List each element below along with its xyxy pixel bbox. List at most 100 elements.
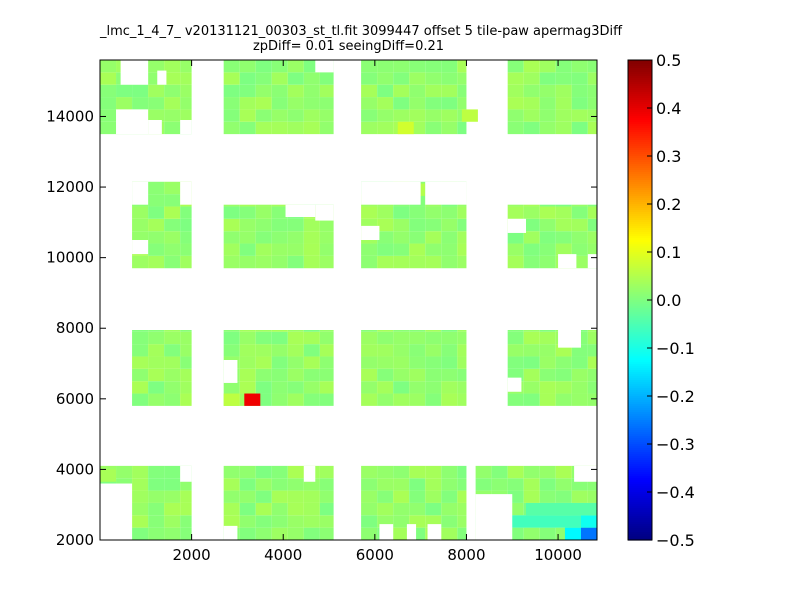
heatmap-cell (425, 60, 442, 73)
colorbar-segment (628, 68, 652, 71)
heatmap-cell (457, 478, 467, 491)
heatmap-cell (393, 60, 410, 73)
heatmap-cell (303, 121, 320, 135)
heatmap-cell (393, 356, 410, 369)
heatmap-cell (132, 331, 149, 345)
empty-region (574, 465, 597, 482)
colorbar-segment (628, 90, 652, 93)
colorbar-segment (628, 208, 652, 211)
heatmap-cell (587, 72, 597, 85)
heatmap-cell (555, 393, 572, 406)
empty-region (427, 524, 442, 540)
heatmap-cell (555, 121, 572, 135)
heatmap-cell (587, 478, 597, 491)
colorbar-segment (628, 162, 652, 165)
colorbar-segment (628, 386, 652, 389)
colorbar-segment (628, 166, 652, 169)
heatmap-cell (539, 204, 556, 207)
heatmap-cell (457, 97, 467, 110)
heatmap-cell (425, 243, 442, 256)
empty-region (180, 181, 192, 205)
colorbar-segment (628, 204, 652, 207)
heatmap-cell (441, 255, 458, 269)
colorbar-segment (628, 316, 652, 319)
heatmap-cell (393, 344, 410, 357)
heatmap-cell (287, 381, 304, 394)
heatmap-highlight-cell (564, 527, 581, 540)
heatmap-cell (100, 97, 117, 110)
heatmap-cell (457, 206, 467, 219)
heatmap-cell (361, 72, 378, 85)
heatmap-cell (441, 331, 458, 345)
colorbar-segment (628, 412, 652, 415)
colorbar-segment (628, 356, 652, 359)
heatmap-cell (539, 478, 556, 491)
heatmap-cell (555, 97, 572, 110)
colorbar-segment (628, 210, 652, 213)
heatmap-cell (164, 206, 181, 219)
heatmap-cell (239, 72, 256, 85)
colorbar-segment (628, 192, 652, 195)
colorbar-segment (628, 454, 652, 457)
heatmap-cell (571, 356, 588, 369)
colorbar-segment (628, 230, 652, 233)
heatmap-cell (425, 97, 442, 110)
colorbar-segment (628, 478, 652, 481)
heatmap-cell (523, 206, 540, 219)
colorbar-segment (628, 126, 652, 129)
heatmap-cell (409, 84, 426, 98)
colorbar-segment (628, 244, 652, 247)
heatmap-cell (361, 121, 378, 135)
heatmap-cell (409, 243, 426, 256)
heatmap-cell (223, 72, 240, 85)
heatmap-cell (555, 72, 572, 85)
x-axis: 2000 4000 6000 8000 10000 (173, 60, 582, 564)
heatmap-cell (587, 330, 597, 332)
colorbar-segment (628, 270, 652, 273)
chart-title-line-2: zpDiff= 0.01 seeingDiff=0.21 (252, 39, 445, 54)
colorbar-segment (628, 472, 652, 475)
colorbar-segment (628, 342, 652, 345)
colorbar-segment (628, 468, 652, 471)
heatmap-cell (100, 72, 117, 85)
x-tick-label: 10000 (534, 546, 582, 564)
colorbar-segment (628, 64, 652, 67)
heatmap-cell (361, 109, 378, 122)
heatmap-cell (164, 465, 181, 479)
heatmap-cell (361, 515, 378, 528)
heatmap-cell (441, 231, 458, 244)
heatmap-cell (255, 527, 272, 540)
heatmap-cell (132, 368, 149, 382)
colorbar-segment (628, 344, 652, 347)
heatmap-cell (409, 356, 426, 369)
heatmap-cell (287, 344, 304, 357)
heatmap-cell (287, 330, 304, 332)
heatmap-cell (319, 502, 334, 516)
colorbar-segment (628, 302, 652, 305)
heatmap-cell (507, 109, 524, 122)
heatmap-cell (148, 368, 165, 382)
heatmap-cell (319, 121, 334, 135)
heatmap-cell (393, 255, 410, 269)
heatmap-cell (409, 218, 426, 232)
heatmap-cell (587, 393, 597, 406)
heatmap-cell (425, 393, 442, 406)
heatmap-cell (377, 121, 394, 135)
heatmap-cell (393, 109, 410, 122)
heatmap-cell (377, 478, 394, 491)
heatmap-cell (361, 206, 378, 219)
heatmap-cell (507, 330, 524, 332)
heatmap-cell (441, 84, 458, 98)
colorbar-segment (628, 428, 652, 431)
heatmap-cell (425, 381, 442, 394)
heatmap-cell (507, 465, 524, 479)
colorbar-segment (628, 534, 652, 537)
heatmap-cell (116, 84, 133, 98)
heatmap-cell (271, 204, 288, 207)
heatmap-cell (271, 527, 288, 540)
heatmap-cell (239, 243, 256, 256)
colorbar-segment (628, 458, 652, 461)
heatmap-cell (571, 368, 588, 382)
empty-region (223, 360, 238, 383)
heatmap-cell (255, 368, 272, 382)
